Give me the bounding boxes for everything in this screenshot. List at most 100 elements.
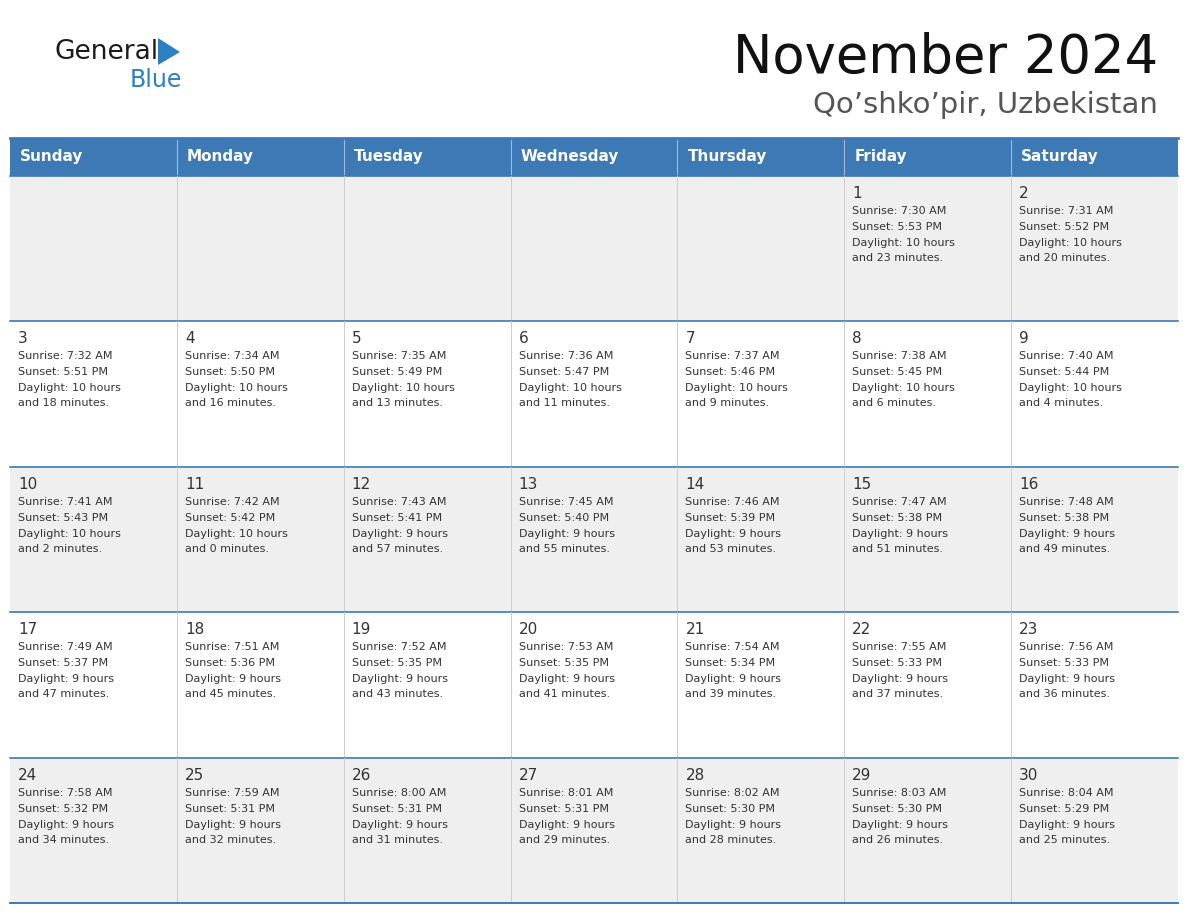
Text: Sunrise: 8:03 AM: Sunrise: 8:03 AM: [852, 788, 947, 798]
Text: 29: 29: [852, 767, 872, 783]
Text: 20: 20: [519, 622, 538, 637]
Text: 10: 10: [18, 476, 37, 492]
Text: 2: 2: [1019, 186, 1029, 201]
Text: Daylight: 9 hours: Daylight: 9 hours: [519, 674, 614, 684]
Text: and 47 minutes.: and 47 minutes.: [18, 689, 109, 700]
Text: 6: 6: [519, 331, 529, 346]
Text: Sunrise: 7:43 AM: Sunrise: 7:43 AM: [352, 497, 447, 507]
Text: Daylight: 9 hours: Daylight: 9 hours: [685, 529, 782, 539]
Text: Daylight: 9 hours: Daylight: 9 hours: [352, 529, 448, 539]
Text: Sunset: 5:29 PM: Sunset: 5:29 PM: [1019, 803, 1110, 813]
Text: 11: 11: [185, 476, 204, 492]
Text: Sunrise: 7:58 AM: Sunrise: 7:58 AM: [18, 788, 113, 798]
Text: and 32 minutes.: and 32 minutes.: [185, 834, 276, 845]
Text: Monday: Monday: [187, 150, 254, 164]
Bar: [10, 466, 1178, 612]
Text: and 20 minutes.: and 20 minutes.: [1019, 253, 1111, 263]
Text: Friday: Friday: [854, 150, 906, 164]
Text: Daylight: 9 hours: Daylight: 9 hours: [18, 674, 114, 684]
Text: and 57 minutes.: and 57 minutes.: [352, 543, 443, 554]
Text: 28: 28: [685, 767, 704, 783]
Text: Sunrise: 7:45 AM: Sunrise: 7:45 AM: [519, 497, 613, 507]
Text: Sunset: 5:50 PM: Sunset: 5:50 PM: [185, 367, 274, 377]
Text: Daylight: 9 hours: Daylight: 9 hours: [1019, 820, 1116, 830]
Text: and 34 minutes.: and 34 minutes.: [18, 834, 109, 845]
Text: 19: 19: [352, 622, 371, 637]
Text: November 2024: November 2024: [733, 32, 1158, 84]
Text: Sunday: Sunday: [20, 150, 83, 164]
Text: Daylight: 10 hours: Daylight: 10 hours: [18, 384, 121, 394]
Text: and 18 minutes.: and 18 minutes.: [18, 398, 109, 409]
Text: Sunset: 5:51 PM: Sunset: 5:51 PM: [18, 367, 108, 377]
Text: and 51 minutes.: and 51 minutes.: [852, 543, 943, 554]
Text: Daylight: 10 hours: Daylight: 10 hours: [685, 384, 789, 394]
Text: 18: 18: [185, 622, 204, 637]
Text: Daylight: 9 hours: Daylight: 9 hours: [852, 674, 948, 684]
Text: Saturday: Saturday: [1022, 150, 1099, 164]
Text: and 55 minutes.: and 55 minutes.: [519, 543, 609, 554]
Text: Daylight: 10 hours: Daylight: 10 hours: [18, 529, 121, 539]
Text: 9: 9: [1019, 331, 1029, 346]
Text: Sunset: 5:32 PM: Sunset: 5:32 PM: [18, 803, 108, 813]
Text: and 28 minutes.: and 28 minutes.: [685, 834, 777, 845]
Text: Daylight: 9 hours: Daylight: 9 hours: [519, 820, 614, 830]
Text: Sunset: 5:33 PM: Sunset: 5:33 PM: [1019, 658, 1110, 668]
Text: and 13 minutes.: and 13 minutes.: [352, 398, 443, 409]
Text: Daylight: 9 hours: Daylight: 9 hours: [352, 674, 448, 684]
Text: and 43 minutes.: and 43 minutes.: [352, 689, 443, 700]
Text: Wednesday: Wednesday: [520, 150, 619, 164]
Text: Sunrise: 7:56 AM: Sunrise: 7:56 AM: [1019, 643, 1113, 652]
Text: 15: 15: [852, 476, 872, 492]
Text: Sunset: 5:41 PM: Sunset: 5:41 PM: [352, 513, 442, 522]
Text: Sunrise: 7:35 AM: Sunrise: 7:35 AM: [352, 352, 446, 362]
Text: Sunrise: 7:55 AM: Sunrise: 7:55 AM: [852, 643, 947, 652]
Text: Sunset: 5:44 PM: Sunset: 5:44 PM: [1019, 367, 1110, 377]
Text: 23: 23: [1019, 622, 1038, 637]
Text: Sunrise: 7:46 AM: Sunrise: 7:46 AM: [685, 497, 781, 507]
Text: 1: 1: [852, 186, 862, 201]
Text: Sunset: 5:35 PM: Sunset: 5:35 PM: [352, 658, 442, 668]
Bar: [10, 757, 1178, 903]
Text: 24: 24: [18, 767, 37, 783]
Text: Sunrise: 7:52 AM: Sunrise: 7:52 AM: [352, 643, 447, 652]
Bar: [10, 138, 1178, 176]
Text: Daylight: 9 hours: Daylight: 9 hours: [185, 674, 280, 684]
Text: and 53 minutes.: and 53 minutes.: [685, 543, 777, 554]
Text: Daylight: 9 hours: Daylight: 9 hours: [18, 820, 114, 830]
Text: Sunrise: 7:30 AM: Sunrise: 7:30 AM: [852, 206, 947, 216]
Text: Sunset: 5:34 PM: Sunset: 5:34 PM: [685, 658, 776, 668]
Text: 30: 30: [1019, 767, 1038, 783]
Text: Daylight: 9 hours: Daylight: 9 hours: [519, 529, 614, 539]
Text: Sunset: 5:35 PM: Sunset: 5:35 PM: [519, 658, 608, 668]
Text: Sunset: 5:53 PM: Sunset: 5:53 PM: [852, 222, 942, 232]
Text: 14: 14: [685, 476, 704, 492]
Text: and 37 minutes.: and 37 minutes.: [852, 689, 943, 700]
Text: 7: 7: [685, 331, 695, 346]
Bar: [10, 612, 1178, 757]
Text: Sunset: 5:49 PM: Sunset: 5:49 PM: [352, 367, 442, 377]
Text: and 0 minutes.: and 0 minutes.: [185, 543, 268, 554]
Text: Sunset: 5:31 PM: Sunset: 5:31 PM: [185, 803, 274, 813]
Text: Sunset: 5:36 PM: Sunset: 5:36 PM: [185, 658, 274, 668]
Text: Sunset: 5:33 PM: Sunset: 5:33 PM: [852, 658, 942, 668]
Text: and 23 minutes.: and 23 minutes.: [852, 253, 943, 263]
Text: Sunrise: 7:41 AM: Sunrise: 7:41 AM: [18, 497, 113, 507]
Text: Sunset: 5:42 PM: Sunset: 5:42 PM: [185, 513, 276, 522]
Text: Daylight: 9 hours: Daylight: 9 hours: [852, 529, 948, 539]
Bar: [10, 176, 1178, 321]
Text: General: General: [55, 39, 159, 65]
Text: Sunrise: 7:49 AM: Sunrise: 7:49 AM: [18, 643, 113, 652]
Text: Sunset: 5:38 PM: Sunset: 5:38 PM: [1019, 513, 1110, 522]
Text: Sunset: 5:31 PM: Sunset: 5:31 PM: [352, 803, 442, 813]
Text: Daylight: 9 hours: Daylight: 9 hours: [685, 820, 782, 830]
Text: 5: 5: [352, 331, 361, 346]
Text: 21: 21: [685, 622, 704, 637]
Text: Daylight: 10 hours: Daylight: 10 hours: [1019, 384, 1121, 394]
Text: Sunrise: 8:02 AM: Sunrise: 8:02 AM: [685, 788, 781, 798]
Text: 22: 22: [852, 622, 872, 637]
Text: and 4 minutes.: and 4 minutes.: [1019, 398, 1104, 409]
Text: Sunrise: 8:00 AM: Sunrise: 8:00 AM: [352, 788, 446, 798]
Text: and 36 minutes.: and 36 minutes.: [1019, 689, 1110, 700]
Text: 16: 16: [1019, 476, 1038, 492]
Text: and 9 minutes.: and 9 minutes.: [685, 398, 770, 409]
